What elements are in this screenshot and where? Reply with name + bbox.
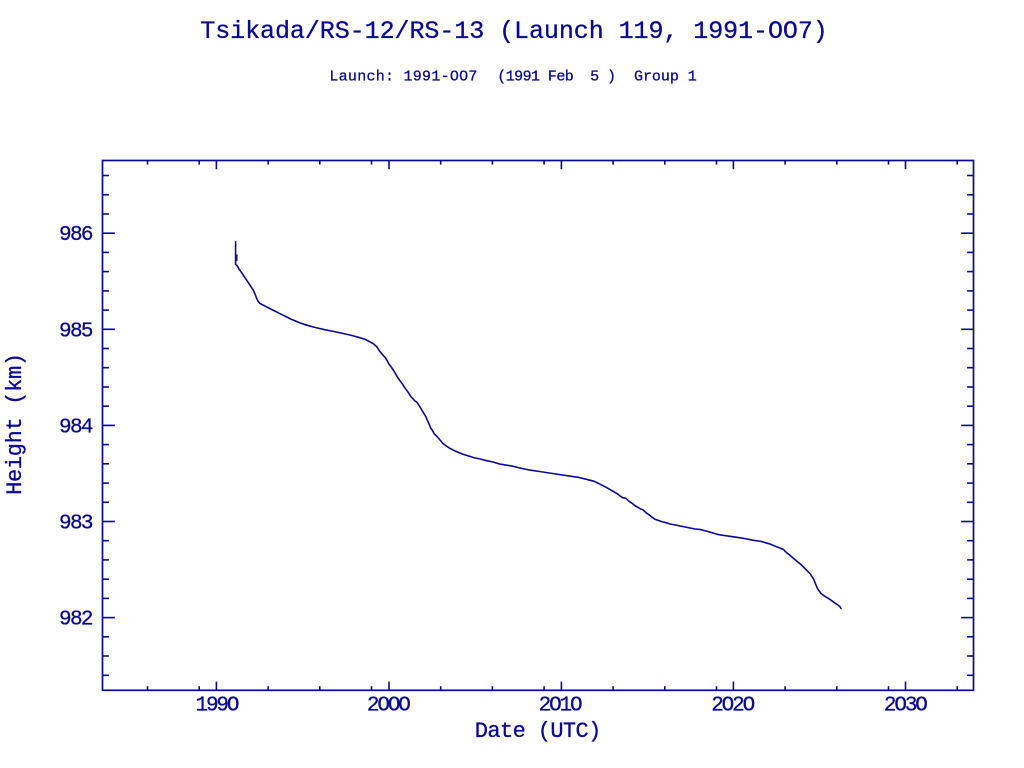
- svg-text:2O3O: 2O3O: [884, 694, 928, 717]
- svg-text:199O: 199O: [196, 694, 240, 717]
- svg-text:2OOO: 2OOO: [367, 694, 411, 717]
- svg-text:Group 1: Group 1: [634, 68, 697, 85]
- svg-text:985: 985: [59, 320, 94, 343]
- svg-text:Height (km): Height (km): [3, 353, 28, 495]
- svg-text:982: 982: [59, 609, 94, 632]
- svg-text:986: 986: [59, 224, 94, 247]
- svg-text:Launch: 1991-OO7: Launch: 1991-OO7: [329, 68, 477, 85]
- svg-text:983: 983: [59, 513, 94, 536]
- svg-text:Date (UTC): Date (UTC): [475, 719, 602, 744]
- svg-text:Tsikada/RS-12/RS-13 (Launch 11: Tsikada/RS-12/RS-13 (Launch 119, 1991-OO…: [200, 17, 828, 46]
- svg-text:2O1O: 2O1O: [539, 694, 583, 717]
- svg-text:2O2O: 2O2O: [711, 694, 755, 717]
- svg-text:(1991 Feb 5 ): (1991 Feb 5 ): [497, 68, 616, 85]
- svg-text:984: 984: [59, 416, 94, 439]
